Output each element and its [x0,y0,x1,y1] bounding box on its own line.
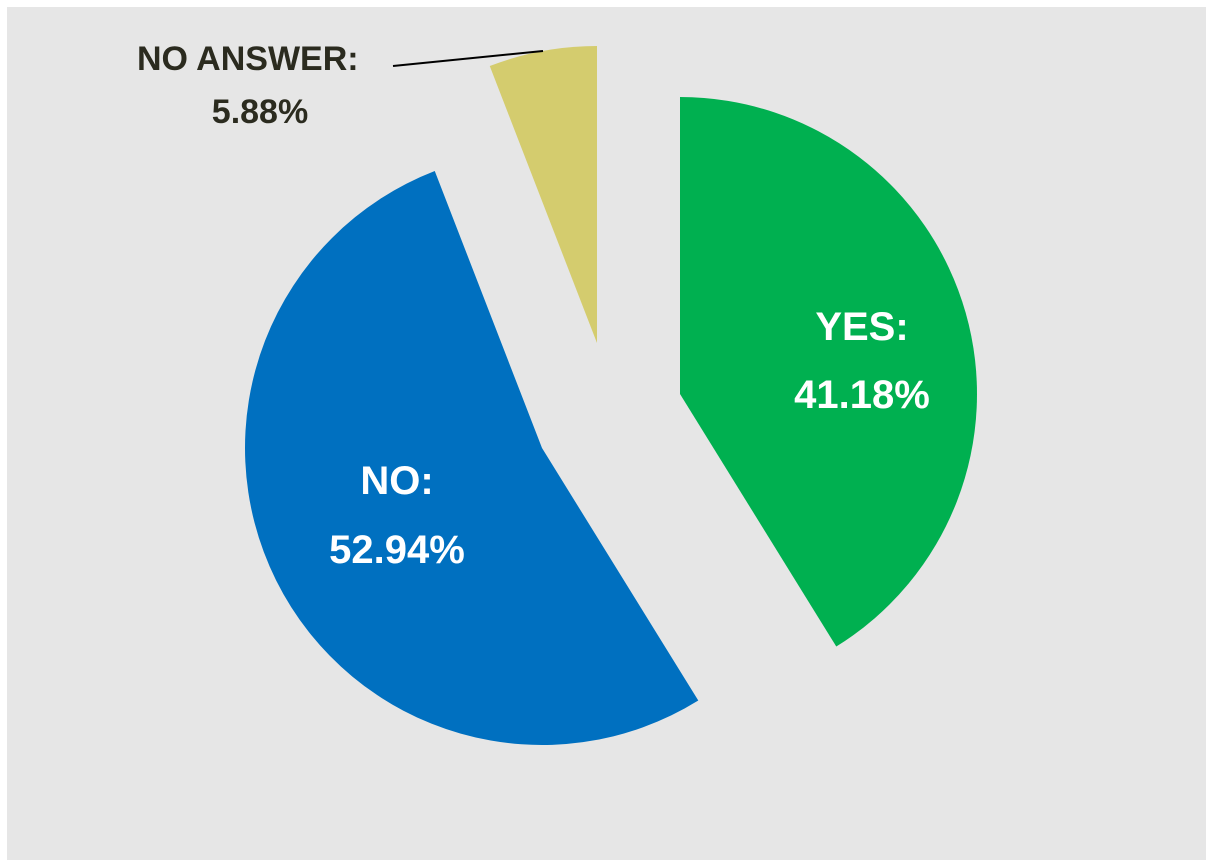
yes-value-label: 41.18% [794,373,930,417]
pie-slices [244,46,977,746]
no-answer-value-label: 5.88% [212,93,308,131]
no-answer-label: NO ANSWER: [137,40,359,78]
pie-slice-yes [680,97,977,647]
pie-slice-no-answer [489,46,597,343]
no-label: NO: [360,459,433,503]
pie-slice-no [244,171,699,746]
yes-label: YES: [815,305,908,349]
slice-labels: YES: 41.18% NO: 52.94% NO ANSWER: 5.88% [137,40,930,572]
no-value-label: 52.94% [329,528,465,572]
no-answer-leader-line [392,50,544,67]
